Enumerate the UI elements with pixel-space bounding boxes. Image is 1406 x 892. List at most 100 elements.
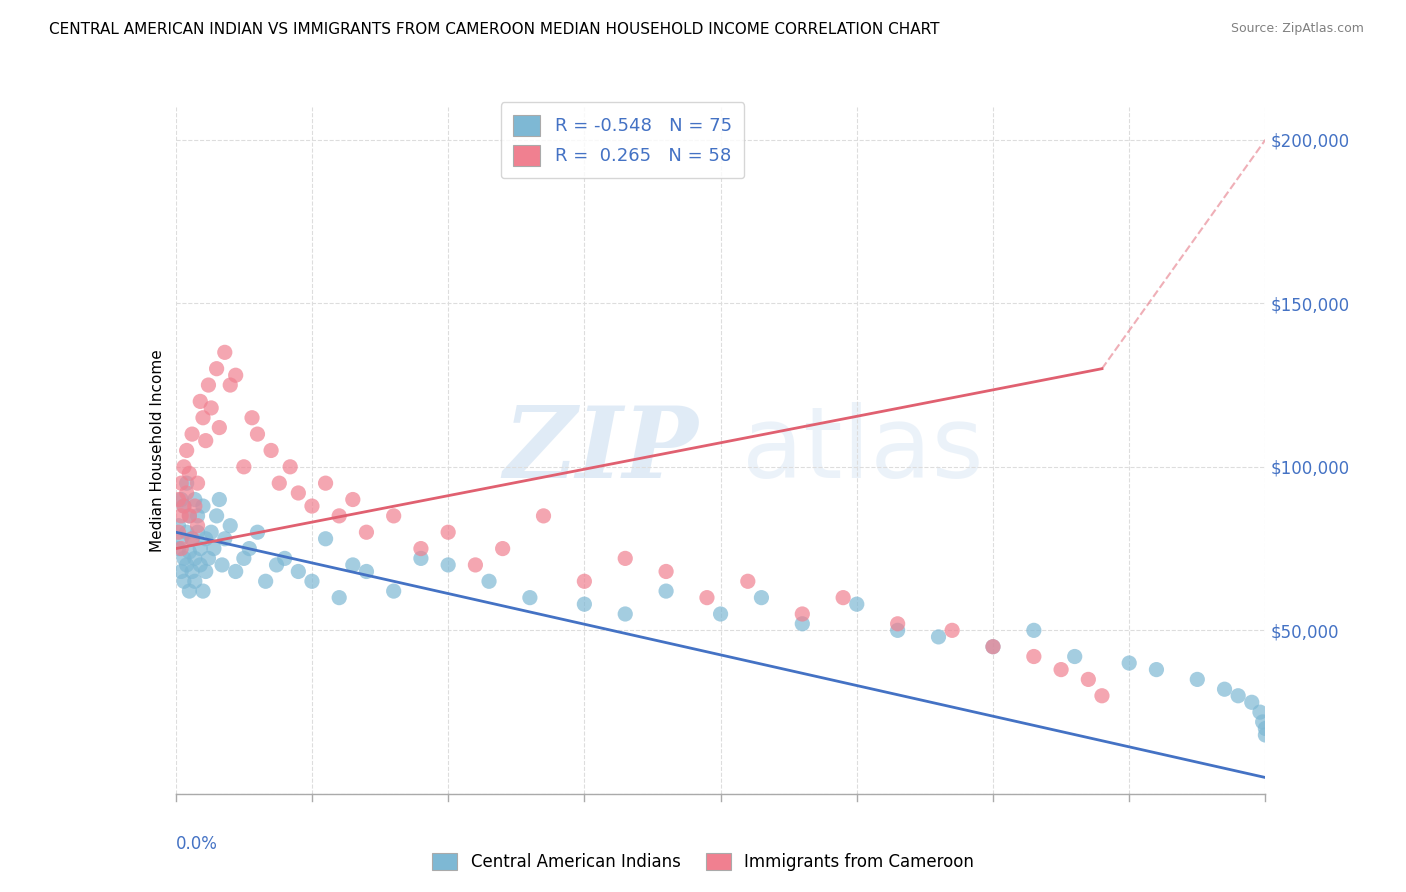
Point bbox=[186, 476, 209, 491]
Point bbox=[186, 525, 209, 540]
Point bbox=[188, 541, 211, 556]
Point bbox=[845, 597, 868, 611]
Point bbox=[655, 565, 678, 579]
Point bbox=[240, 410, 263, 425]
Point bbox=[533, 508, 555, 523]
Point bbox=[176, 558, 198, 572]
Point bbox=[382, 508, 405, 523]
Point bbox=[170, 508, 193, 523]
Point bbox=[1251, 714, 1274, 729]
Point bbox=[197, 551, 219, 566]
Point bbox=[202, 541, 225, 556]
Point bbox=[342, 558, 364, 572]
Legend: Central American Indians, Immigrants from Cameroon: Central American Indians, Immigrants fro… bbox=[425, 845, 981, 880]
Point bbox=[478, 574, 501, 589]
Point bbox=[176, 443, 198, 458]
Point bbox=[409, 551, 432, 566]
Point bbox=[246, 525, 269, 540]
Legend: R = -0.548   N = 75, R =  0.265   N = 58: R = -0.548 N = 75, R = 0.265 N = 58 bbox=[501, 103, 744, 178]
Point bbox=[191, 584, 214, 599]
Text: ZIP: ZIP bbox=[503, 402, 699, 499]
Point bbox=[1249, 705, 1271, 719]
Point bbox=[1022, 649, 1045, 664]
Point bbox=[1213, 682, 1236, 697]
Point bbox=[170, 532, 193, 546]
Point bbox=[266, 558, 288, 572]
Point bbox=[328, 508, 350, 523]
Point bbox=[173, 499, 195, 513]
Point bbox=[170, 492, 193, 507]
Point bbox=[238, 541, 260, 556]
Point bbox=[1240, 695, 1263, 709]
Point bbox=[1254, 728, 1277, 742]
Point bbox=[191, 410, 214, 425]
Point bbox=[194, 532, 217, 546]
Point bbox=[287, 486, 309, 500]
Point bbox=[200, 525, 222, 540]
Point bbox=[356, 525, 378, 540]
Point bbox=[219, 378, 242, 392]
Point bbox=[328, 591, 350, 605]
Point bbox=[211, 558, 233, 572]
Point bbox=[301, 574, 323, 589]
Point bbox=[574, 597, 596, 611]
Point bbox=[274, 551, 297, 566]
Point bbox=[214, 532, 236, 546]
Point bbox=[186, 508, 209, 523]
Text: Source: ZipAtlas.com: Source: ZipAtlas.com bbox=[1230, 22, 1364, 36]
Point bbox=[176, 476, 198, 491]
Point bbox=[492, 541, 515, 556]
Point bbox=[184, 492, 207, 507]
Point bbox=[200, 401, 222, 415]
Point bbox=[356, 565, 378, 579]
Point bbox=[205, 508, 228, 523]
Point bbox=[464, 558, 486, 572]
Point bbox=[194, 565, 217, 579]
Point bbox=[214, 345, 236, 359]
Point bbox=[981, 640, 1004, 654]
Point bbox=[437, 525, 460, 540]
Text: 0.0%: 0.0% bbox=[176, 835, 218, 853]
Point bbox=[181, 532, 204, 546]
Point bbox=[188, 558, 211, 572]
Point bbox=[179, 508, 201, 523]
Point bbox=[246, 427, 269, 442]
Point bbox=[710, 607, 733, 621]
Point bbox=[179, 545, 201, 559]
Point bbox=[167, 492, 190, 507]
Point bbox=[574, 574, 596, 589]
Point bbox=[519, 591, 541, 605]
Point bbox=[269, 476, 291, 491]
Point bbox=[1227, 689, 1250, 703]
Point bbox=[315, 532, 337, 546]
Point bbox=[225, 368, 247, 383]
Point bbox=[409, 541, 432, 556]
Point bbox=[287, 565, 309, 579]
Point bbox=[173, 574, 195, 589]
Point bbox=[792, 616, 814, 631]
Point bbox=[170, 565, 193, 579]
Point bbox=[179, 508, 201, 523]
Point bbox=[382, 584, 405, 599]
Point bbox=[176, 525, 198, 540]
Point bbox=[1118, 656, 1140, 670]
Point bbox=[1063, 649, 1085, 664]
Point bbox=[315, 476, 337, 491]
Point bbox=[179, 584, 201, 599]
Point bbox=[167, 541, 190, 556]
Point bbox=[194, 434, 217, 448]
Point bbox=[301, 499, 323, 513]
Point bbox=[737, 574, 759, 589]
Point bbox=[886, 624, 908, 638]
Point bbox=[1187, 673, 1209, 687]
Point bbox=[655, 584, 678, 599]
Point bbox=[181, 565, 204, 579]
Point bbox=[1091, 689, 1114, 703]
Point bbox=[176, 486, 198, 500]
Point bbox=[197, 378, 219, 392]
Point bbox=[173, 459, 195, 474]
Point bbox=[614, 607, 637, 621]
Point bbox=[181, 532, 204, 546]
Point bbox=[1077, 673, 1099, 687]
Point bbox=[205, 361, 228, 376]
